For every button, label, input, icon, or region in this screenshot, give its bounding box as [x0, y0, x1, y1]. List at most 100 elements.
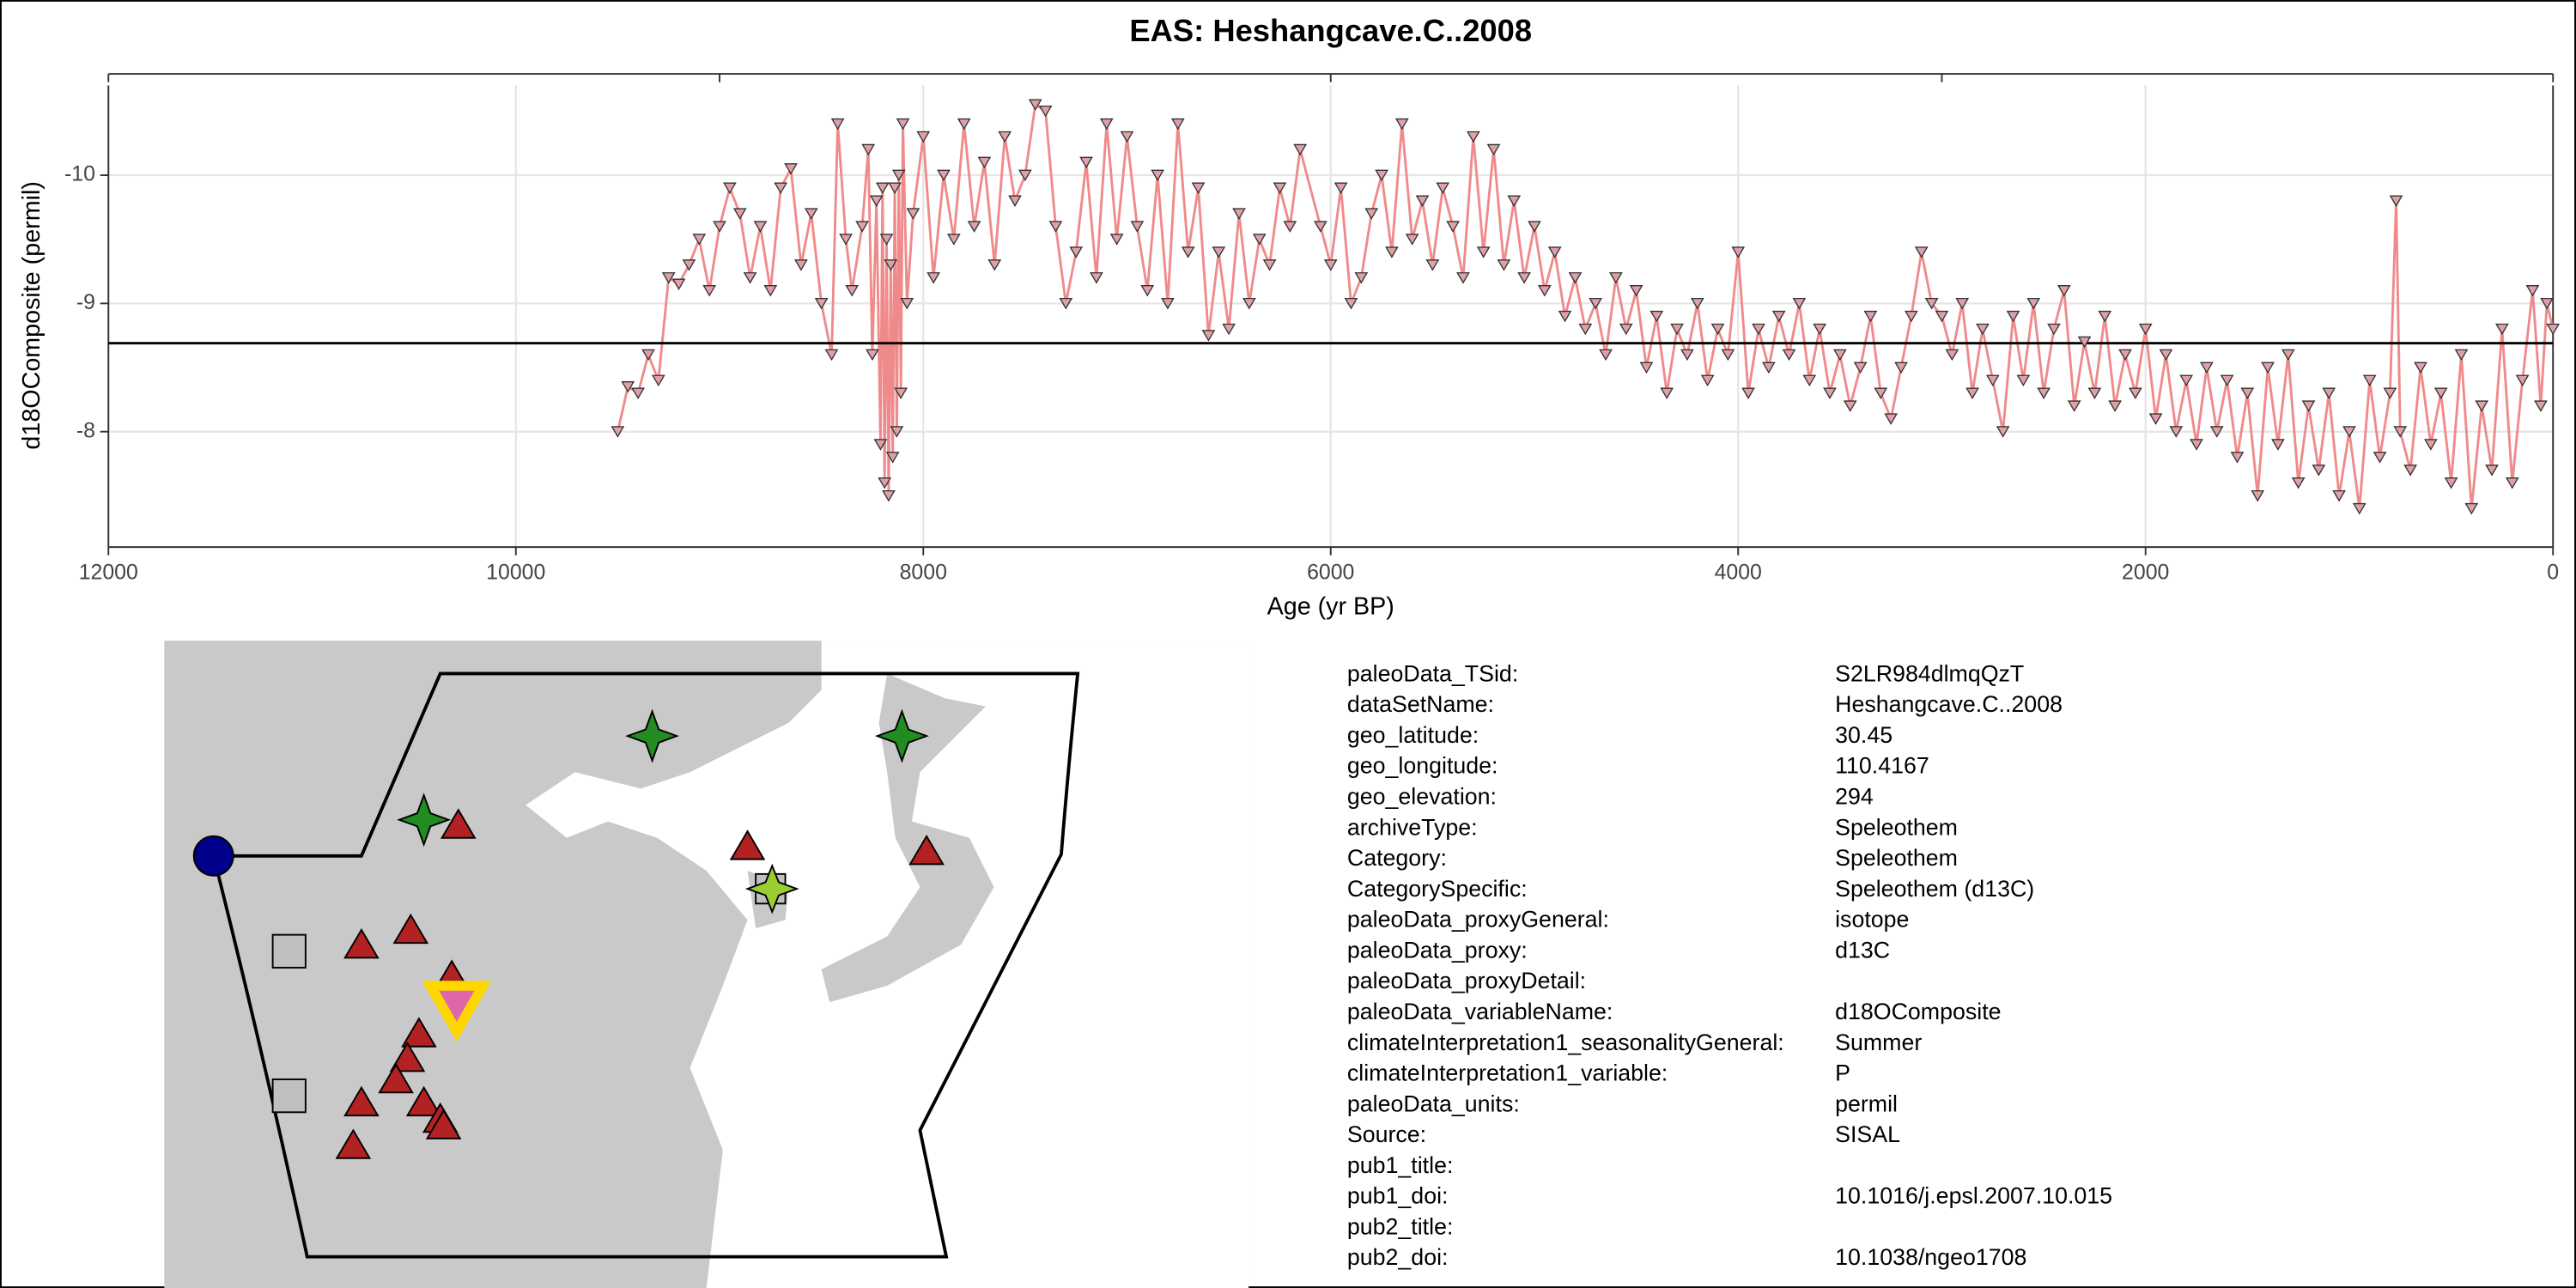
data-point: [896, 118, 910, 131]
data-point: [1884, 413, 1899, 425]
data-point: [1578, 323, 1593, 336]
data-point: [2077, 336, 2092, 349]
data-point: [1161, 297, 1175, 310]
x-tick-label: 10000: [486, 560, 545, 584]
data-point: [1955, 297, 1970, 310]
data-point: [2312, 465, 2326, 477]
data-point: [2525, 285, 2540, 297]
data-point: [1589, 297, 1603, 310]
land-japan: [821, 673, 994, 1003]
data-point: [2393, 426, 2408, 438]
data-point: [2087, 387, 2102, 399]
data-point: [2159, 349, 2173, 361]
data-point: [1813, 323, 1826, 336]
data-point: [888, 182, 902, 195]
data-point: [1466, 131, 1480, 143]
data-point: [713, 221, 726, 233]
meta-key: paleoData_proxy:: [1347, 937, 1528, 963]
data-point: [774, 182, 788, 195]
x-axis-label: Age (yr BP): [1267, 592, 1394, 620]
data-point: [763, 285, 778, 297]
data-point: [2240, 387, 2255, 399]
data-point: [861, 143, 876, 156]
data-point: [845, 285, 860, 297]
data-point: [2546, 323, 2561, 336]
data-point: [1792, 297, 1807, 310]
data-point: [2026, 297, 2041, 310]
y-tick-label: -10: [64, 162, 95, 186]
meta-value: 294: [1835, 784, 1874, 810]
data-point: [1018, 169, 1032, 182]
data-point: [1364, 208, 1379, 220]
data-point: [2148, 413, 2163, 425]
data-point: [2057, 285, 2071, 297]
meta-key: paleoData_TSid:: [1347, 660, 1518, 686]
meta-value: Speleothem (d13C): [1835, 876, 2034, 902]
data-point: [1528, 221, 1541, 233]
x-tick-label: 8000: [900, 560, 947, 584]
data-point: [2454, 349, 2469, 361]
data-point: [884, 259, 898, 271]
data-point: [855, 221, 869, 233]
meta-value: 30.45: [1835, 722, 1893, 748]
data-point: [1639, 361, 1654, 374]
data-point: [890, 426, 904, 438]
meta-value: Speleothem: [1835, 845, 1958, 871]
data-point: [1151, 169, 1164, 182]
data-point: [2128, 387, 2142, 399]
data-point: [641, 349, 655, 361]
data-point: [1120, 131, 1134, 143]
data-point: [1008, 195, 1022, 207]
data-point: [2414, 361, 2427, 374]
x-tick-label: 0: [2547, 560, 2559, 584]
highlight-site: [422, 981, 492, 1042]
meta-key: paleoData_proxyDetail:: [1347, 968, 1586, 993]
data-point: [1558, 310, 1572, 323]
data-point: [2006, 310, 2020, 323]
data-point: [1099, 118, 1114, 131]
data-point: [1140, 285, 1155, 297]
data-point: [682, 259, 696, 271]
data-point: [878, 477, 892, 489]
data-point: [2230, 452, 2245, 464]
x-tick-label: 6000: [1307, 560, 1354, 584]
data-point: [1191, 182, 1206, 195]
data-point: [1843, 400, 1857, 412]
site-markers-star: [397, 708, 929, 848]
data-point: [2322, 387, 2336, 399]
data-point: [1069, 246, 1084, 258]
data-point: [1232, 208, 1246, 220]
y-tick-label: -9: [76, 290, 95, 314]
data-point: [1985, 374, 2000, 387]
data-point: [1690, 297, 1704, 310]
data-point: [1090, 272, 1103, 284]
data-point: [2108, 400, 2123, 412]
data-point: [2515, 374, 2530, 387]
data-point: [2261, 361, 2275, 374]
data-point: [967, 221, 981, 233]
data-point: [784, 163, 798, 175]
data-point: [2251, 489, 2265, 502]
chart-title: EAS: Heshangcave.C..2008: [1129, 13, 1532, 48]
meta-value: SISAL: [1835, 1121, 1900, 1147]
data-point: [1660, 387, 1674, 399]
data-point: [1079, 156, 1093, 169]
data-point: [1130, 221, 1145, 233]
data-point: [2372, 452, 2387, 464]
data-point: [1752, 323, 1765, 336]
data-point: [1965, 387, 1979, 399]
data-point: [1700, 374, 1715, 387]
meta-value: 10.1038/ngeo1708: [1835, 1244, 2026, 1270]
data-point: [702, 285, 717, 297]
data-point: [2505, 477, 2519, 489]
data-point: [2433, 387, 2448, 399]
data-point: [1446, 221, 1460, 233]
data-point: [1252, 234, 1267, 246]
data-point: [2138, 323, 2153, 336]
data-point: [839, 234, 853, 246]
data-point: [2383, 387, 2397, 399]
data-point: [1344, 297, 1358, 310]
data-point: [1425, 259, 1440, 271]
data-point: [2403, 465, 2418, 477]
